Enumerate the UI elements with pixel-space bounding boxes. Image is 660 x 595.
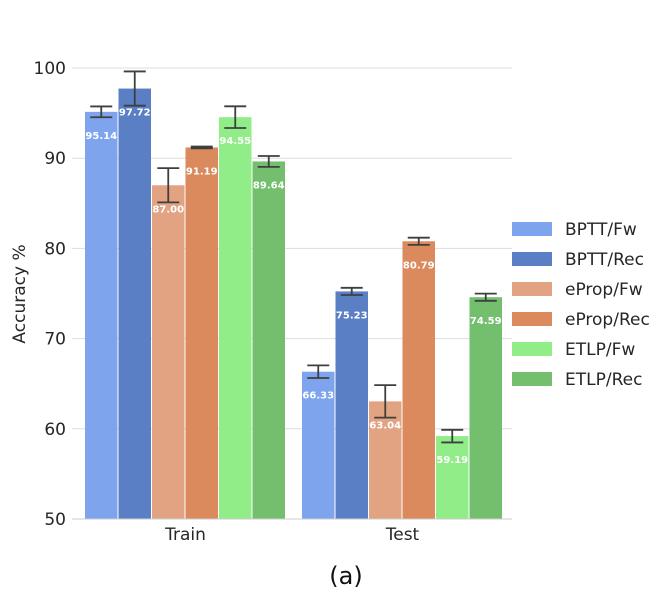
bar xyxy=(252,161,285,519)
legend-item: eProp/Rec xyxy=(512,310,650,330)
y-tick-label: 70 xyxy=(44,330,66,350)
data-label: 80.79 xyxy=(403,260,435,271)
y-axis: 50 60 70 80 90 100 xyxy=(34,59,66,530)
figure-caption: (a) xyxy=(329,562,362,590)
bar xyxy=(402,241,435,519)
bar xyxy=(335,291,368,519)
y-tick-label: 100 xyxy=(34,59,66,79)
data-label: 66.33 xyxy=(302,391,334,402)
legend-swatch xyxy=(512,342,552,356)
error-bar xyxy=(441,428,464,444)
bar xyxy=(219,117,252,519)
bar xyxy=(469,297,502,519)
y-tick-label: 60 xyxy=(44,420,66,440)
data-label: 97.72 xyxy=(119,108,151,119)
error-bar xyxy=(123,70,146,107)
error-bar xyxy=(374,384,397,419)
legend-label: eProp/Rec xyxy=(565,310,650,330)
data-label: 87.00 xyxy=(152,204,184,215)
legend-label: ETLP/Fw xyxy=(565,340,635,360)
legend-item: ETLP/Fw xyxy=(512,340,635,360)
data-label: 91.19 xyxy=(186,166,218,177)
data-label: 95.14 xyxy=(85,131,117,142)
legend-swatch xyxy=(512,372,552,386)
error-bar xyxy=(474,292,497,302)
legend: BPTT/Fw BPTT/Rec eProp/Fw eProp/Rec ETLP/Fw E… xyxy=(512,220,650,390)
data-label: 89.64 xyxy=(253,180,285,191)
bars xyxy=(85,88,502,520)
error-bar xyxy=(257,155,280,168)
bar xyxy=(85,111,118,520)
legend-label: BPTT/Rec xyxy=(565,250,644,270)
legend-label: eProp/Fw xyxy=(565,280,643,300)
bar xyxy=(185,147,218,520)
y-tick-label: 90 xyxy=(44,149,66,169)
data-label: 63.04 xyxy=(369,420,401,431)
legend-item: eProp/Fw xyxy=(512,280,643,300)
bar xyxy=(369,401,402,519)
error-bars xyxy=(90,70,497,444)
legend-item: ETLP/Rec xyxy=(512,370,642,390)
x-axis: Train Test xyxy=(72,518,512,545)
error-bar xyxy=(90,105,113,119)
y-axis-label: Accuracy % xyxy=(10,244,30,343)
legend-item: BPTT/Fw xyxy=(512,220,637,240)
error-bar xyxy=(407,236,430,246)
bar xyxy=(152,185,185,519)
y-tick-label: 80 xyxy=(44,239,66,259)
bar xyxy=(302,371,335,519)
data-label: 75.23 xyxy=(336,310,368,321)
error-bar xyxy=(224,105,247,129)
data-label: 59.19 xyxy=(436,455,468,466)
y-tick-label: 50 xyxy=(44,510,66,530)
legend-swatch xyxy=(512,252,552,266)
legend-label: ETLP/Rec xyxy=(565,370,642,390)
legend-swatch xyxy=(512,222,552,236)
legend-item: BPTT/Rec xyxy=(512,250,644,270)
legend-swatch xyxy=(512,282,552,296)
data-labels: 95.14 97.72 87.00 91.19 94.55 89.64 66.33 75.23… xyxy=(85,108,501,467)
error-bar xyxy=(340,286,363,296)
error-bar xyxy=(157,167,180,204)
x-tick-label: Test xyxy=(385,525,420,545)
bar xyxy=(118,88,151,519)
data-label: 94.55 xyxy=(219,136,251,147)
legend-label: BPTT/Fw xyxy=(565,220,637,240)
data-label: 74.59 xyxy=(470,316,502,327)
error-bar xyxy=(190,145,213,150)
legend-swatch xyxy=(512,312,552,326)
error-bar xyxy=(307,364,330,379)
bar xyxy=(436,436,469,519)
x-tick-label: Train xyxy=(164,525,206,545)
